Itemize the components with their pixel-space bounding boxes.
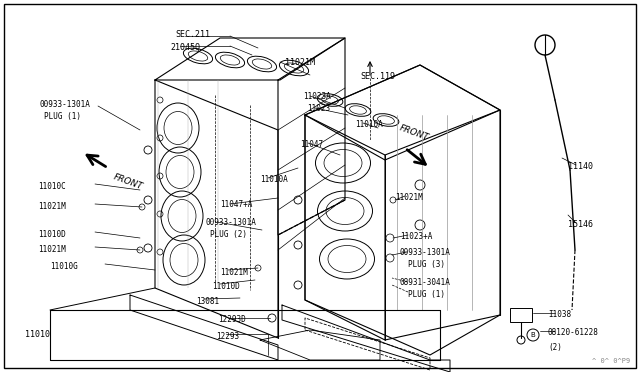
Text: 11047: 11047 (300, 140, 323, 149)
Text: 11023A: 11023A (303, 92, 331, 101)
Bar (510, 308, 532, 322)
Text: 11021M: 11021M (285, 58, 315, 67)
Text: I1038: I1038 (548, 310, 571, 319)
Text: FRONT: FRONT (112, 172, 144, 191)
Text: 11023+A: 11023+A (400, 232, 433, 241)
Text: (2): (2) (548, 343, 562, 352)
Text: 11010: 11010 (25, 330, 50, 339)
Text: 11023: 11023 (307, 104, 330, 113)
Text: 21045Q: 21045Q (170, 43, 200, 52)
Text: 11010A: 11010A (260, 175, 288, 184)
Text: B: B (531, 332, 536, 338)
Text: 11140: 11140 (568, 162, 593, 171)
Text: 11047+A: 11047+A (220, 200, 252, 209)
Text: PLUG (1): PLUG (1) (408, 290, 445, 299)
Text: 00933-1301A: 00933-1301A (40, 100, 91, 109)
Text: 11010A: 11010A (355, 120, 383, 129)
Text: 11021M: 11021M (38, 202, 66, 211)
Text: FRONT: FRONT (398, 123, 430, 142)
Text: 15146: 15146 (568, 220, 593, 229)
Text: 00933-1301A: 00933-1301A (400, 248, 451, 257)
Text: 11021M: 11021M (38, 245, 66, 254)
Text: 11010C: 11010C (38, 182, 66, 191)
Text: 11010D: 11010D (212, 282, 240, 291)
Text: PLUG (1): PLUG (1) (44, 112, 81, 121)
Text: 12293: 12293 (216, 332, 239, 341)
Text: 08120-61228: 08120-61228 (548, 328, 599, 337)
Text: PLUG (3): PLUG (3) (408, 260, 445, 269)
Text: PLUG (2): PLUG (2) (210, 230, 247, 239)
Text: 00933-1301A: 00933-1301A (205, 218, 256, 227)
Text: 11021M: 11021M (220, 268, 248, 277)
Text: 11010D: 11010D (38, 230, 66, 239)
Text: 13081: 13081 (196, 297, 219, 306)
Text: 08931-3041A: 08931-3041A (400, 278, 451, 287)
Text: 11021M: 11021M (395, 193, 423, 202)
Text: SEC.119: SEC.119 (360, 72, 395, 81)
Text: ^ 0^ 0^P9: ^ 0^ 0^P9 (592, 358, 630, 364)
Text: 11010G: 11010G (50, 262, 77, 271)
Text: SEC.211: SEC.211 (175, 30, 210, 39)
Text: 12293D: 12293D (218, 315, 246, 324)
